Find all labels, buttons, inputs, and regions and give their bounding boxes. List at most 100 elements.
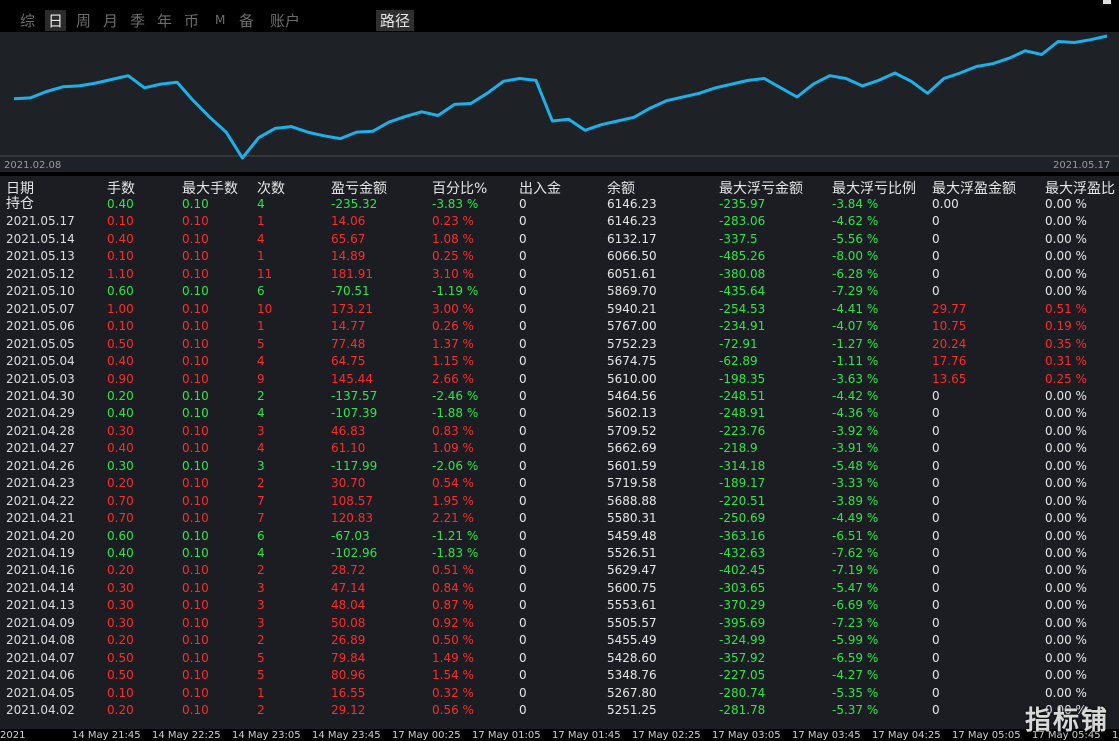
cell-max-float-profit: 0 — [932, 476, 940, 491]
tab-quarterly[interactable]: 季 — [130, 12, 146, 30]
cell-max-float-loss-pct: -7.23 % — [832, 615, 879, 630]
cell-count: 5 — [257, 336, 265, 351]
table-row[interactable]: 2021.05.13 0.10 0.10 1 14.89 0.25 % 0 6066.50 -4… — [0, 248, 1119, 265]
table-row[interactable]: 2021.04.16 0.20 0.10 2 28.72 0.51 % 0 5629.47 -4… — [0, 562, 1119, 579]
tab-weekly[interactable]: 周 — [76, 12, 92, 30]
cell-lots: 0.20 — [107, 476, 134, 491]
table-row[interactable]: 2021.05.14 0.40 0.10 4 65.67 1.08 % 0 6132.17 -3… — [0, 231, 1119, 248]
time-axis-label: 17 May 05:45 — [1032, 730, 1101, 741]
table-row[interactable]: 2021.04.06 0.50 0.10 5 80.96 1.54 % 0 5348.76 -2… — [0, 667, 1119, 684]
cell-max-float-loss: -248.51 — [719, 388, 766, 403]
cell-max-float-loss-pct: -7.29 % — [832, 284, 879, 299]
table-row[interactable]: 2021.04.22 0.70 0.10 7 108.57 1.95 % 0 5688.88 -… — [0, 493, 1119, 510]
table-row[interactable]: 2021.05.03 0.90 0.10 9 145.44 2.66 % 0 5610.00 -… — [0, 371, 1119, 388]
cell-max-float-profit-pct: 0.00 % — [1045, 703, 1087, 718]
cell-lots: 0.40 — [107, 441, 134, 456]
table-row[interactable]: 2021.04.13 0.30 0.10 3 48.04 0.87 % 0 5553.61 -3… — [0, 597, 1119, 614]
tab-currency[interactable]: 币 — [184, 12, 200, 30]
table-row[interactable]: 2021.05.05 0.50 0.10 5 77.48 1.37 % 0 5752.23 -7… — [0, 336, 1119, 353]
tab-yearly[interactable]: 年 — [157, 12, 173, 30]
cell-max-float-profit-pct: 0.00 % — [1045, 458, 1087, 473]
window-corner-icon — [1103, 0, 1111, 4]
cell-max-lots: 0.10 — [182, 511, 209, 526]
table-row[interactable]: 2021.04.30 0.20 0.10 2 -137.57 -2.46 % 0 5464.5… — [0, 388, 1119, 405]
cell-max-float-loss-pct: -4.42 % — [832, 388, 879, 403]
table-row[interactable]: 2021.04.07 0.50 0.10 5 79.84 1.49 % 0 5428.60 -3… — [0, 650, 1119, 667]
table-row[interactable]: 2021.05.12 1.10 0.10 11 181.91 3.10 % 0 6051.61… — [0, 266, 1119, 283]
cell-pnl: -117.99 — [331, 458, 378, 473]
cell-pnl: -107.39 — [331, 406, 378, 421]
cell-max-float-profit-pct: 0.00 % — [1045, 511, 1087, 526]
table-row[interactable]: 2021.05.10 0.60 0.10 6 -70.51 -1.19 % 0 5869.70… — [0, 283, 1119, 300]
cell-count: 4 — [257, 354, 265, 369]
table-row[interactable]: 2021.04.21 0.70 0.10 7 120.83 2.21 % 0 5580.31 -… — [0, 510, 1119, 527]
cell-deposit: 0 — [519, 528, 527, 543]
tab-route[interactable]: 路径 — [376, 10, 415, 31]
cell-max-float-loss: -72.91 — [719, 336, 758, 351]
time-axis-label: 17 May 01:05 — [472, 730, 541, 741]
table-row[interactable]: 2021.04.27 0.40 0.10 4 61.10 1.09 % 0 5662.69 -2… — [0, 440, 1119, 457]
cell-max-float-profit-pct: 0.00 % — [1045, 214, 1087, 229]
table-row[interactable]: 2021.05.06 0.10 0.10 1 14.77 0.26 % 0 5767.00 -2… — [0, 318, 1119, 335]
tab-monthly[interactable]: 月 — [103, 12, 119, 30]
cell-max-float-loss-pct: -1.27 % — [832, 336, 879, 351]
table-row[interactable]: 持仓 0.40 0.10 4 -235.32 -3.83 % 0 6146.23 -235.97… — [0, 196, 1119, 213]
table-row[interactable]: 2021.04.26 0.30 0.10 3 -117.99 -2.06 % 0 5601.5… — [0, 458, 1119, 475]
tab-m[interactable]: M — [215, 13, 226, 27]
cell-date: 2021.04.22 — [6, 493, 75, 508]
cell-date: 2021.04.21 — [6, 511, 75, 526]
cell-max-float-loss-pct: -1.11 % — [832, 354, 879, 369]
cell-max-float-loss: -227.05 — [719, 668, 766, 683]
cell-max-float-profit: 0 — [932, 546, 940, 560]
cell-max-lots: 0.10 — [182, 650, 209, 665]
table-row[interactable]: 2021.04.14 0.30 0.10 3 47.14 0.84 % 0 5600.75 -3… — [0, 580, 1119, 597]
cell-date: 2021.05.10 — [6, 284, 75, 299]
cell-max-float-profit: 0 — [932, 528, 940, 543]
cell-max-float-loss-pct: -5.56 % — [832, 231, 879, 246]
cell-pnl: 46.83 — [331, 423, 366, 438]
cell-count: 2 — [257, 563, 265, 578]
table-row[interactable]: 2021.04.08 0.20 0.10 2 26.89 0.50 % 0 5455.49 -3… — [0, 632, 1119, 649]
cell-balance: 5251.25 — [607, 703, 657, 718]
col-header-balance: 余额 — [607, 181, 635, 197]
table-row[interactable]: 2021.05.17 0.10 0.10 1 14.06 0.23 % 0 6146.23 -2… — [0, 213, 1119, 230]
table-row[interactable]: 2021.04.02 0.20 0.10 2 29.12 0.56 % 0 5251.25 -2… — [0, 702, 1119, 719]
cell-deposit: 0 — [519, 214, 527, 229]
cell-max-float-loss: -402.45 — [719, 563, 766, 578]
table-row[interactable]: 2021.04.29 0.40 0.10 4 -107.39 -1.88 % 0 5602.1… — [0, 405, 1119, 422]
cell-pnl: 77.48 — [331, 336, 366, 351]
cell-pnl: 80.96 — [331, 668, 366, 683]
table-row[interactable]: 2021.04.19 0.40 0.10 4 -102.96 -1.83 % 0 5526.5… — [0, 545, 1119, 562]
table-row[interactable]: 2021.05.04 0.40 0.10 4 64.75 1.15 % 0 5674.75 -6… — [0, 353, 1119, 370]
tab-daily[interactable]: 日 — [45, 10, 67, 31]
cell-deposit: 0 — [519, 284, 527, 299]
table-row[interactable]: 2021.04.20 0.60 0.10 6 -67.03 -1.21 % 0 5459.48… — [0, 528, 1119, 545]
tab-summary[interactable]: 综 — [20, 12, 36, 30]
cell-deposit: 0 — [519, 406, 527, 421]
cell-balance: 6146.23 — [607, 197, 657, 211]
table-row[interactable]: 2021.04.23 0.20 0.10 2 30.70 0.54 % 0 5719.58 -1… — [0, 475, 1119, 492]
cell-max-lots: 0.10 — [182, 598, 209, 613]
cell-pnl: 29.12 — [331, 703, 366, 718]
tab-account[interactable]: 账户 — [270, 12, 301, 30]
cell-lots: 0.10 — [107, 249, 134, 264]
cell-lots: 1.10 — [107, 266, 134, 281]
cell-percent: 1.15 % — [432, 354, 474, 369]
table-row[interactable]: 2021.04.09 0.30 0.10 3 50.08 0.92 % 0 5505.57 -3… — [0, 615, 1119, 632]
table-row[interactable]: 2021.04.05 0.10 0.10 1 16.55 0.32 % 0 5267.80 -2… — [0, 685, 1119, 702]
cell-pnl: 14.89 — [331, 249, 366, 264]
table-row[interactable]: 2021.05.07 1.00 0.10 10 173.21 3.00 % 0 5940.21… — [0, 301, 1119, 318]
cell-max-float-profit-pct: 0.00 % — [1045, 493, 1087, 508]
col-header-max-lots: 最大手数 — [182, 181, 238, 197]
tab-notes[interactable]: 备 — [239, 12, 255, 30]
cell-percent: -1.21 % — [432, 528, 479, 543]
cell-max-float-loss-pct: -3.91 % — [832, 441, 879, 456]
chart-x-start-label: 2021.02.08 — [4, 160, 62, 171]
col-header-date: 日期 — [6, 181, 34, 197]
cell-lots: 0.40 — [107, 546, 134, 560]
table-row[interactable]: 2021.04.28 0.30 0.10 3 46.83 0.83 % 0 5709.52 -2… — [0, 423, 1119, 440]
cell-max-float-profit: 0 — [932, 284, 940, 299]
cell-lots: 0.60 — [107, 528, 134, 543]
cell-date: 2021.04.20 — [6, 528, 75, 543]
cell-date: 2021.05.07 — [6, 301, 75, 316]
